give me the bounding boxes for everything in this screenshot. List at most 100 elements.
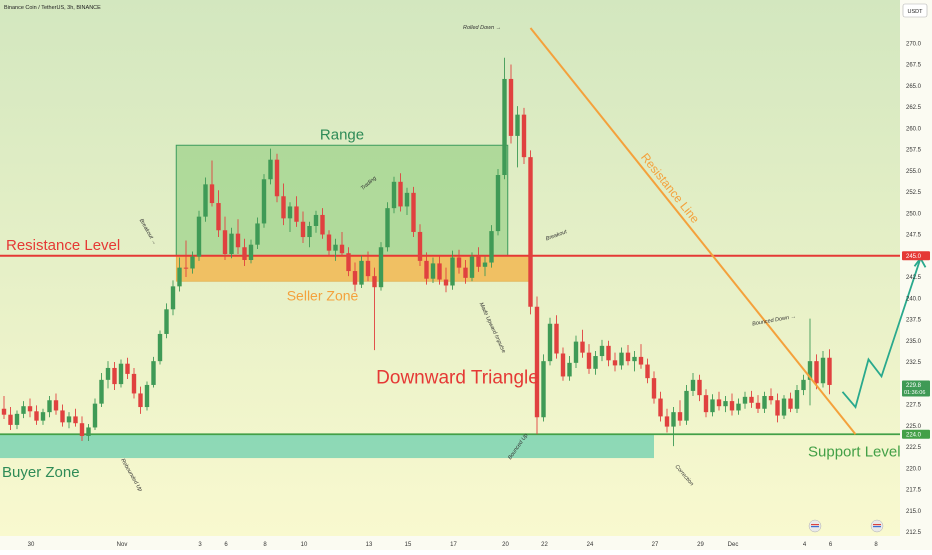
- candles-layer: [1, 57, 832, 447]
- time-tick-label: 10: [301, 542, 308, 548]
- candle-body: [53, 400, 59, 411]
- price-tick-label: 262.5: [906, 105, 922, 111]
- candle-body: [820, 357, 826, 384]
- candle-body: [385, 208, 390, 248]
- candle-body: [755, 402, 761, 409]
- candle: [385, 202, 390, 252]
- candle: [781, 395, 787, 419]
- candle-body: [66, 416, 72, 423]
- time-tick-label: 15: [405, 542, 412, 548]
- candle-body: [625, 352, 631, 362]
- support-level-label: Support Level: [808, 443, 901, 460]
- candle-body: [27, 406, 33, 412]
- currency-label: USDT: [908, 9, 924, 15]
- candle-body: [313, 214, 319, 226]
- candle-body: [521, 114, 527, 158]
- candle-body: [476, 256, 481, 267]
- candle: [456, 249, 462, 274]
- candle-body: [463, 267, 468, 278]
- candle-body: [632, 356, 637, 362]
- candle: [573, 335, 579, 368]
- candle: [112, 362, 117, 391]
- time-tick-label: 6: [224, 542, 228, 548]
- candle: [125, 357, 130, 379]
- time-axis[interactable]: 30 Nov 3 6 8 10 13 15 17 20 22 24 27 29 Dec 4 6 8: [28, 542, 879, 548]
- candle: [755, 395, 761, 413]
- candle: [27, 398, 33, 418]
- candle: [378, 242, 384, 291]
- candle: [131, 367, 137, 399]
- candle: [703, 389, 709, 418]
- candle-body: [14, 413, 20, 425]
- candle: [352, 262, 358, 292]
- candle: [671, 407, 676, 447]
- price-tick-label: 260.0: [906, 126, 922, 132]
- flag-icon-1[interactable]: [808, 519, 822, 533]
- annotation-text: Rolled Down →: [463, 25, 501, 31]
- price-label-badge: [902, 380, 930, 397]
- candle-body: [281, 196, 286, 219]
- candle: [593, 350, 598, 375]
- price-tick-label: 270.0: [906, 41, 922, 47]
- candle: [326, 230, 332, 256]
- candle-body: [248, 244, 254, 260]
- candle-body: [437, 263, 442, 280]
- time-tick-label: 8: [263, 542, 267, 548]
- candle-body: [47, 400, 52, 413]
- candle-body: [183, 267, 189, 269]
- candle: [469, 252, 475, 282]
- candle-body: [801, 379, 806, 391]
- candle-body: [768, 396, 774, 401]
- candle-body: [560, 353, 566, 377]
- candle-body: [430, 263, 436, 279]
- candle: [398, 173, 403, 212]
- candle: [827, 349, 832, 395]
- currency-button[interactable]: USDT: [902, 3, 928, 18]
- candle-body: [599, 345, 605, 357]
- candle-body: [99, 379, 104, 404]
- candle-body: [222, 230, 228, 255]
- candle-body: [580, 341, 585, 353]
- candle-body: [144, 384, 150, 408]
- candle-body: [261, 179, 267, 224]
- price-label-value: 245.0: [906, 254, 922, 260]
- price-tick-label: 257.5: [906, 148, 922, 154]
- candle: [658, 391, 663, 422]
- flag-icon-2[interactable]: [870, 519, 884, 533]
- candle-body: [586, 352, 592, 369]
- candle: [34, 405, 39, 425]
- candle: [92, 398, 98, 430]
- candle-body: [391, 181, 397, 209]
- candle-body: [651, 378, 657, 399]
- candle: [476, 247, 481, 272]
- candle-body: [794, 390, 800, 409]
- candle-body: [443, 279, 449, 286]
- candle: [411, 186, 416, 238]
- candle-body: [209, 184, 215, 204]
- price-axis[interactable]: 270.0 267.5 265.0 262.5 260.0 257.5 255.0 252.5…: [902, 41, 930, 536]
- candle: [222, 216, 228, 260]
- candle: [632, 350, 637, 372]
- candle: [151, 356, 156, 388]
- candle-body: [749, 396, 754, 403]
- price-tick-label: 212.5: [906, 530, 922, 536]
- candle: [177, 257, 182, 292]
- candle: [404, 187, 410, 215]
- candle: [391, 176, 397, 214]
- candle-body: [339, 244, 345, 254]
- candle: [508, 64, 514, 144]
- candle-body: [528, 157, 533, 307]
- time-tick-label: 3: [198, 542, 202, 548]
- candle: [586, 344, 592, 374]
- time-tick-label: 29: [697, 542, 704, 548]
- candle-body: [541, 361, 546, 418]
- candle: [437, 255, 442, 285]
- candle-body: [105, 367, 111, 380]
- candle: [749, 390, 754, 408]
- candle: [814, 354, 819, 390]
- candle-body: [489, 231, 494, 263]
- candle: [287, 202, 293, 232]
- resistance-level-label: Resistance Level: [6, 237, 120, 254]
